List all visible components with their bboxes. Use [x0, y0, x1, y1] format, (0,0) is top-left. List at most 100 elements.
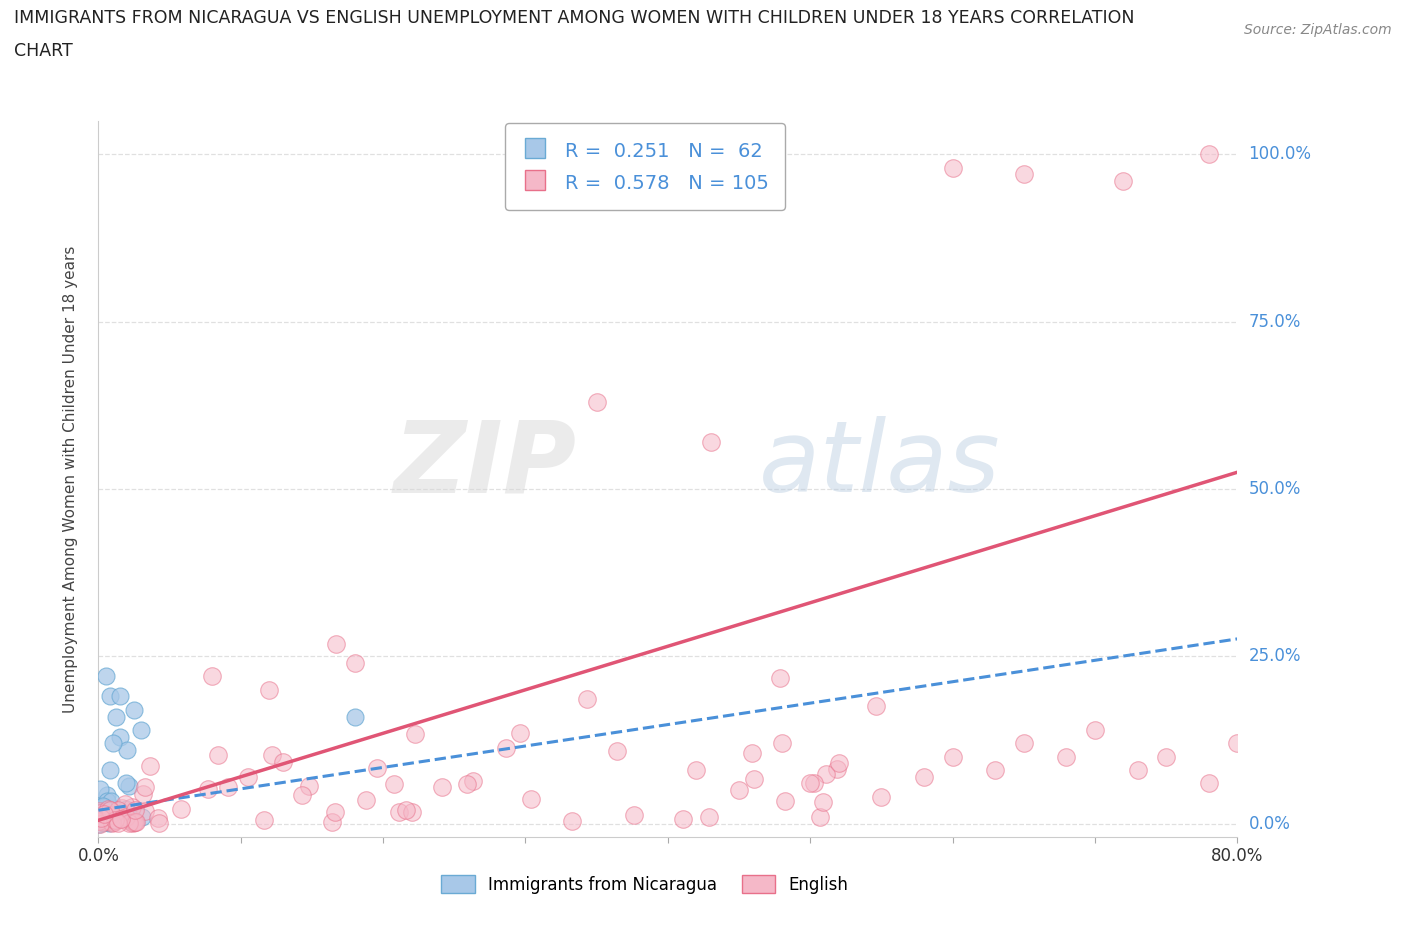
Point — [236, 770, 259, 785]
Point — [94, 669, 117, 684]
Point — [1126, 763, 1149, 777]
Point — [115, 742, 138, 757]
Point — [828, 756, 851, 771]
Point — [90, 810, 112, 825]
Point — [201, 669, 224, 684]
Point — [1154, 750, 1177, 764]
Point — [89, 804, 111, 818]
Point — [104, 813, 127, 828]
Point — [110, 812, 132, 827]
Point — [495, 741, 517, 756]
Point — [606, 744, 628, 759]
Point — [90, 807, 112, 822]
Point — [100, 804, 122, 819]
Point — [120, 815, 142, 830]
Text: 0.0%: 0.0% — [1249, 815, 1291, 832]
Text: 100.0%: 100.0% — [1249, 145, 1312, 164]
Point — [89, 806, 111, 821]
Point — [343, 656, 366, 671]
Point — [100, 816, 122, 830]
Point — [98, 763, 121, 777]
Point — [93, 798, 115, 813]
Point — [93, 800, 115, 815]
Point — [197, 781, 219, 796]
Point — [129, 723, 152, 737]
Point — [984, 763, 1007, 777]
Point — [90, 812, 112, 827]
Point — [770, 736, 793, 751]
Point — [808, 810, 831, 825]
Point — [131, 810, 153, 825]
Point — [382, 777, 405, 791]
Point — [585, 394, 607, 409]
Point — [124, 803, 146, 817]
Point — [91, 815, 114, 830]
Point — [103, 814, 125, 829]
Point — [291, 788, 314, 803]
Point — [94, 815, 117, 830]
Point — [870, 790, 893, 804]
Point — [775, 794, 797, 809]
Point — [814, 766, 837, 781]
Point — [742, 771, 765, 786]
Point — [825, 762, 848, 777]
Point — [91, 812, 114, 827]
Point — [1084, 723, 1107, 737]
Point — [519, 791, 541, 806]
Point — [89, 817, 111, 831]
Point — [461, 773, 484, 788]
Point — [98, 803, 121, 817]
Point — [354, 792, 377, 807]
Point — [104, 812, 127, 827]
Point — [769, 671, 792, 685]
Point — [111, 801, 134, 816]
Point — [561, 814, 583, 829]
Point — [90, 805, 112, 820]
Point — [811, 794, 834, 809]
Point — [575, 691, 598, 706]
Point — [1112, 174, 1135, 189]
Point — [93, 815, 115, 830]
Point — [139, 759, 162, 774]
Point — [89, 800, 111, 815]
Point — [114, 797, 136, 812]
Point — [90, 815, 112, 830]
Point — [96, 788, 118, 803]
Point — [97, 814, 120, 829]
Point — [103, 808, 125, 823]
Point — [104, 811, 127, 826]
Point — [325, 804, 347, 819]
Point — [89, 817, 111, 831]
Point — [108, 729, 131, 744]
Point — [343, 709, 366, 724]
Point — [98, 689, 121, 704]
Point — [325, 636, 347, 651]
Point — [259, 683, 281, 698]
Point — [672, 812, 695, 827]
Point — [101, 736, 124, 751]
Point — [118, 778, 141, 793]
Legend: Immigrants from Nicaragua, English: Immigrants from Nicaragua, English — [434, 869, 855, 900]
Text: ZIP: ZIP — [394, 416, 576, 513]
Point — [132, 787, 155, 802]
Point — [1056, 750, 1078, 764]
Point — [108, 689, 131, 704]
Point — [1198, 147, 1220, 162]
Point — [115, 810, 138, 825]
Point — [121, 812, 143, 827]
Point — [94, 809, 117, 824]
Point — [91, 809, 114, 824]
Point — [97, 816, 120, 830]
Point — [114, 802, 136, 817]
Point — [110, 812, 132, 827]
Point — [101, 801, 124, 816]
Point — [107, 803, 129, 817]
Point — [94, 809, 117, 824]
Point — [262, 748, 284, 763]
Point — [799, 776, 821, 790]
Point — [741, 746, 763, 761]
Point — [1198, 776, 1220, 790]
Point — [121, 815, 143, 830]
Point — [865, 698, 887, 713]
Point — [170, 802, 193, 817]
